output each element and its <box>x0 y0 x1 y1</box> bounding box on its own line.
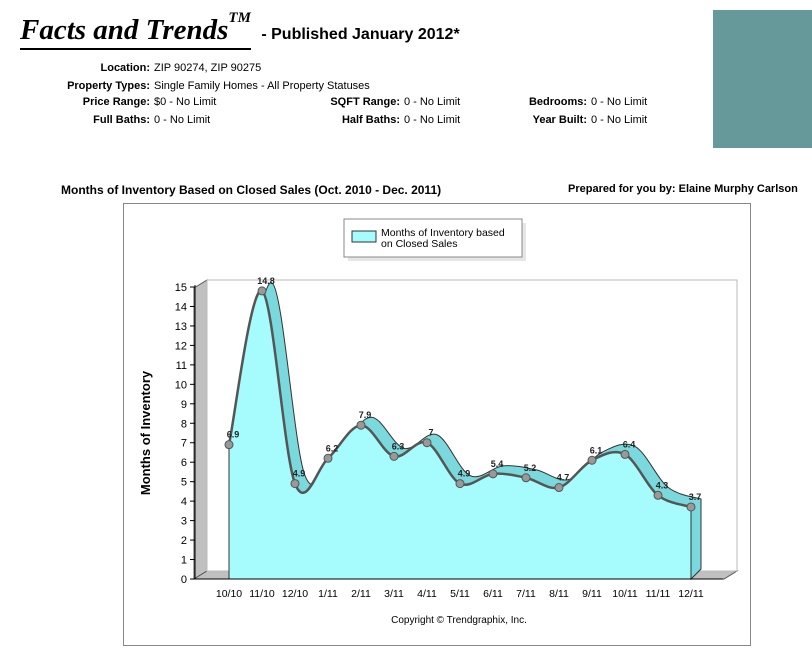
data-label: 4.7 <box>557 473 570 483</box>
x-tick-label: 8/11 <box>549 588 569 600</box>
data-label: 14.8 <box>257 276 275 286</box>
data-point <box>324 454 332 462</box>
data-label: 5.2 <box>524 463 537 473</box>
data-label: 6.2 <box>326 443 339 453</box>
data-label: 5.4 <box>491 459 504 469</box>
y-tick-label: 9 <box>181 399 187 411</box>
y-tick-label: 8 <box>181 418 187 430</box>
data-label: 6.4 <box>623 439 636 449</box>
y-tick-label: 11 <box>176 360 187 372</box>
data-label: 6.9 <box>227 430 240 440</box>
data-point <box>654 491 662 499</box>
y-tick-label: 6 <box>181 457 187 469</box>
y-tick-label: 10 <box>175 379 187 391</box>
area-series-fill <box>229 291 691 579</box>
data-label: 4.3 <box>656 480 669 490</box>
x-tick-label: 10/10 <box>216 588 242 600</box>
y-tick-label: 7 <box>181 438 187 450</box>
y-tick-label: 0 <box>181 574 187 586</box>
x-tick-label: 11/11 <box>646 588 671 600</box>
x-tick-label: 7/11 <box>516 588 536 600</box>
data-point <box>555 484 563 492</box>
x-tick-label: 10/11 <box>612 588 638 600</box>
data-label: 7.9 <box>359 410 372 420</box>
x-tick-label: 11/10 <box>249 588 275 600</box>
y-tick-label: 4 <box>181 496 187 508</box>
legend-label: on Closed Sales <box>381 238 457 250</box>
y-tick-label: 13 <box>175 321 187 333</box>
y-tick-label: 15 <box>175 282 187 294</box>
x-tick-label: 5/11 <box>450 588 470 600</box>
data-point <box>588 456 596 464</box>
data-point <box>423 439 431 447</box>
data-label: 6.3 <box>392 441 405 451</box>
data-label: 7 <box>428 428 433 438</box>
copyright-text: Copyright © Trendgraphix, Inc. <box>391 615 527 626</box>
y-tick-label: 1 <box>181 555 187 567</box>
y-tick-label: 12 <box>175 340 187 352</box>
chart-side-wall <box>194 280 207 579</box>
y-tick-label: 5 <box>181 477 187 489</box>
y-tick-label: 14 <box>175 301 187 313</box>
data-point <box>522 474 530 482</box>
y-tick-label: 2 <box>181 535 187 547</box>
data-point <box>357 421 365 429</box>
x-tick-label: 12/10 <box>282 588 308 600</box>
data-point <box>225 441 233 449</box>
x-tick-label: 9/11 <box>582 588 602 600</box>
data-point <box>687 503 695 511</box>
data-point <box>390 452 398 460</box>
x-tick-label: 2/11 <box>351 588 371 600</box>
data-point <box>291 480 299 488</box>
x-tick-label: 6/11 <box>483 588 503 600</box>
x-tick-label: 3/11 <box>384 588 404 600</box>
data-point <box>489 470 497 478</box>
x-tick-label: 12/11 <box>678 588 704 600</box>
data-label: 3.7 <box>689 492 702 502</box>
y-axis-label: Months of Inventory <box>138 370 153 495</box>
data-point <box>621 450 629 458</box>
data-label: 6.1 <box>590 445 603 455</box>
data-point <box>258 287 266 295</box>
x-tick-label: 1/11 <box>318 588 338 600</box>
legend-swatch <box>352 231 376 242</box>
data-label: 4.9 <box>458 469 471 479</box>
y-tick-label: 3 <box>181 516 187 528</box>
data-label: 4.9 <box>293 469 306 479</box>
data-point <box>456 480 464 488</box>
x-tick-label: 4/11 <box>417 588 437 600</box>
